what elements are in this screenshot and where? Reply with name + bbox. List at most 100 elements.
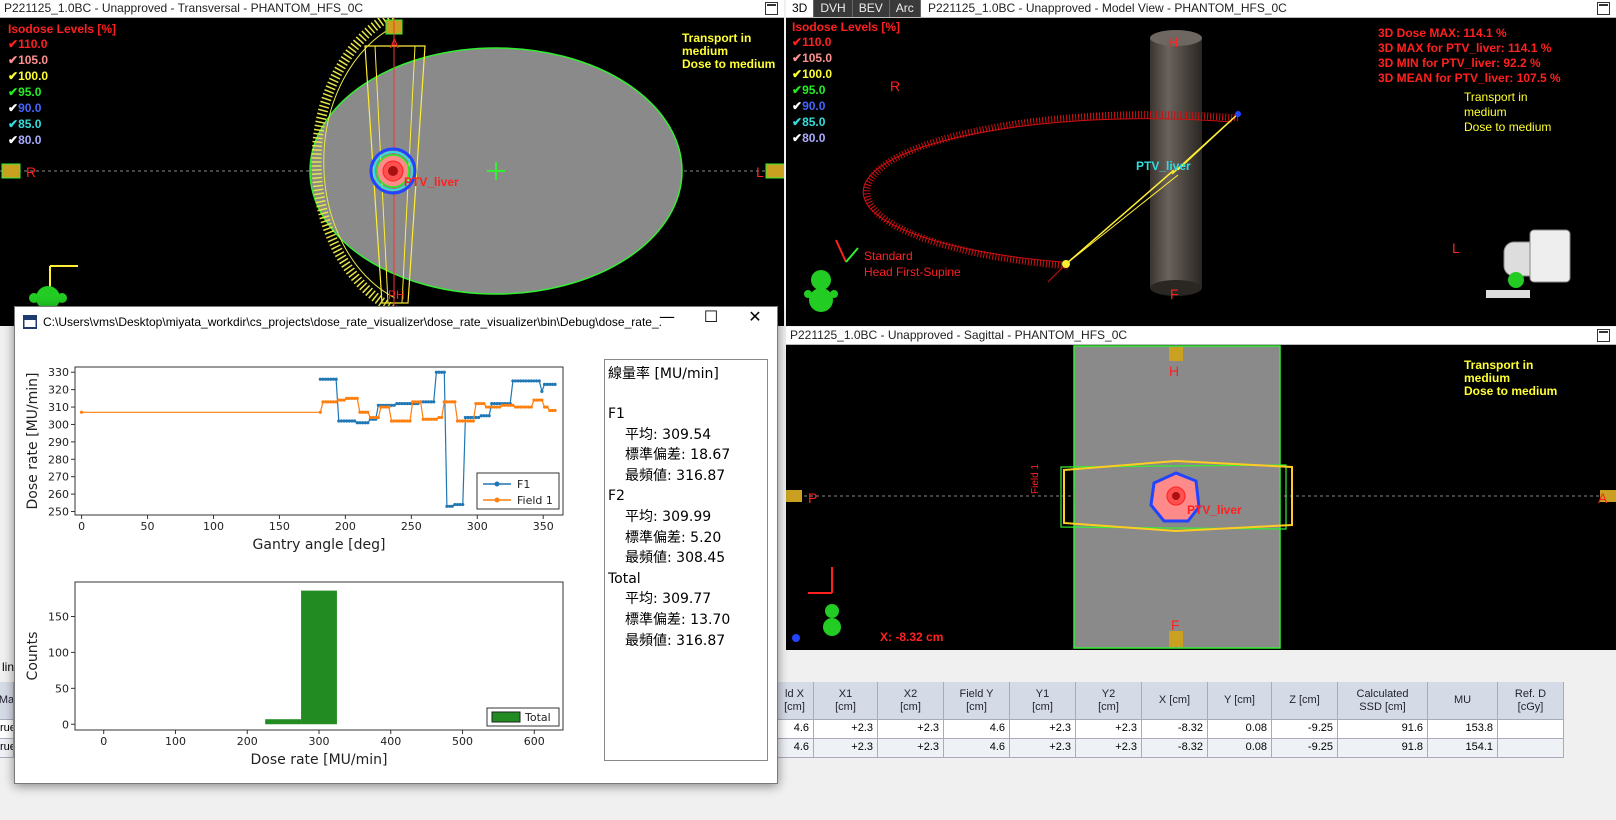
iso-level-item[interactable]: ✔ 90.0 [8, 100, 116, 116]
table-cell: 91.6 [1338, 720, 1428, 739]
checkmark-icon[interactable]: ✔ [8, 85, 19, 99]
data-point [321, 400, 325, 404]
table-cell: +2.3 [878, 739, 944, 758]
iso-level-label: 90.0 [802, 99, 826, 113]
checkmark-icon[interactable]: ✔ [8, 69, 19, 83]
legend-marker [494, 481, 500, 487]
window-titlebar[interactable]: C:\Users\vms\Desktop\miyata_workdir\cs_p… [15, 307, 777, 337]
label-anterior: A [390, 36, 399, 51]
maximize-icon[interactable] [765, 2, 778, 15]
checkmark-icon[interactable]: ✔ [792, 67, 803, 81]
model-view-titlebar: 3D DVH BEV Arc P221125_1.0BC - Unapprove… [786, 0, 1616, 18]
iso-level-item[interactable]: ✔ 110.0 [792, 34, 900, 50]
checkmark-icon[interactable]: ✔ [792, 115, 803, 129]
iso-level-label: 105.0 [802, 51, 833, 65]
stats-mean: 平均: 309.99 [625, 508, 712, 525]
maximize-button[interactable]: ☐ [703, 307, 719, 326]
iso-level-item[interactable]: ✔ 105.0 [792, 50, 900, 66]
table-cell: -8.32 [1142, 739, 1208, 758]
stats-mode: 最頻値: 316.87 [625, 632, 726, 649]
checkmark-icon[interactable]: ✔ [8, 53, 19, 67]
table-cell: 153.8 [1428, 720, 1498, 739]
iso-level-item[interactable]: ✔ 95.0 [792, 82, 900, 98]
stats-mode: 最頻値: 316.87 [625, 467, 726, 484]
stats-header: 線量率 [MU/min] [608, 366, 719, 382]
window-title: C:\Users\vms\Desktop\miyata_workdir\cs_p… [43, 315, 663, 329]
iso-level-item[interactable]: ✔ 80.0 [8, 132, 116, 148]
checkmark-icon[interactable]: ✔ [8, 117, 19, 131]
tab-3d[interactable]: 3D [786, 0, 815, 17]
table-cell: 4.6 [776, 720, 814, 739]
iso-level-item[interactable]: ✔ 95.0 [8, 84, 116, 100]
checkmark-icon[interactable]: ✔ [8, 133, 19, 147]
checkmark-icon[interactable]: ✔ [792, 51, 803, 65]
data-point [387, 405, 391, 409]
iso-level-item[interactable]: ✔ 85.0 [792, 114, 900, 130]
data-point [376, 415, 380, 420]
data-point [350, 396, 354, 400]
stats-std: 標準偏差: 18.67 [625, 447, 731, 464]
label-head: H [1169, 363, 1180, 379]
x-tick-label: 200 [237, 735, 258, 748]
model-view-title: P221125_1.0BC - Unapproved - Model View … [928, 1, 1287, 15]
iso-level-item[interactable]: ✔ 80.0 [792, 130, 900, 146]
data-point [368, 415, 373, 420]
sagittal-viewport[interactable]: P221125_1.0BC - Unapproved - Sagittal - … [786, 327, 1616, 650]
checkmark-icon[interactable]: ✔ [8, 37, 19, 51]
data-point [421, 400, 425, 404]
minimize-button[interactable]: — [659, 307, 675, 326]
maximize-icon[interactable] [1597, 329, 1610, 342]
checkmark-icon[interactable]: ✔ [792, 131, 803, 145]
table-header: X [cm] [1142, 682, 1208, 720]
table-cell: 91.8 [1338, 739, 1428, 758]
iso-level-item[interactable]: ✔ 90.0 [792, 98, 900, 114]
table-header: Field Y [cm] [944, 682, 1010, 720]
iso-level-item[interactable]: ✔ 85.0 [8, 116, 116, 132]
data-point [403, 419, 407, 423]
iso-level-item[interactable]: ✔ 105.0 [8, 52, 116, 68]
model-view-viewport[interactable]: 3D DVH BEV Arc P221125_1.0BC - Unapprove… [786, 0, 1616, 326]
data-point [511, 403, 515, 407]
table-header: Y2 [cm] [1076, 682, 1142, 720]
y-axis-label: Dose rate [MU/min] [25, 373, 41, 510]
data-point [360, 421, 365, 425]
iso-level-item[interactable]: ✔ 110.0 [8, 36, 116, 52]
checkmark-icon[interactable]: ✔ [792, 83, 803, 97]
iso-level-label: 100.0 [18, 69, 49, 83]
iso-level-item[interactable]: ✔ 100.0 [8, 68, 116, 84]
table-header: X2 [cm] [878, 682, 944, 720]
iso-level-item[interactable]: ✔ 100.0 [792, 66, 900, 82]
label-anterior: A [1598, 490, 1608, 506]
transport-line: Dose to medium [1464, 120, 1552, 134]
close-button[interactable]: ✕ [748, 307, 762, 326]
checkmark-icon[interactable]: ✔ [8, 101, 19, 115]
transport-line: medium [1464, 371, 1511, 385]
data-point [355, 396, 359, 400]
data-point [395, 401, 399, 406]
model-view-canvas [804, 30, 1571, 312]
checkmark-icon[interactable]: ✔ [792, 35, 803, 49]
y-tick-label: 300 [48, 418, 69, 431]
transport-line: Transport in [1464, 358, 1534, 372]
data-point [476, 415, 481, 420]
data-point [495, 401, 499, 406]
label-feet: F [1171, 617, 1180, 633]
checkmark-icon[interactable]: ✔ [792, 99, 803, 113]
data-point [79, 410, 84, 414]
tab-arc[interactable]: Arc [889, 0, 921, 17]
data-point [392, 419, 396, 423]
x-axis-label: Dose rate [MU/min] [251, 752, 388, 768]
x-tick-label: 600 [524, 735, 545, 748]
maximize-icon[interactable] [1597, 2, 1610, 15]
tab-bev[interactable]: BEV [852, 0, 890, 17]
transversal-viewport[interactable]: P221125_1.0BC - Unapproved - Transversal… [0, 0, 784, 326]
coordinate-readout: X: -8.32 cm [880, 630, 944, 644]
table-header: Ref. D [cGy] [1498, 682, 1564, 720]
data-point [521, 379, 526, 383]
data-point [479, 414, 483, 418]
table-cell: +2.3 [1076, 720, 1142, 739]
iso-level-label: 110.0 [18, 37, 48, 51]
tab-dvh[interactable]: DVH [814, 0, 853, 17]
dose-rate-window[interactable]: C:\Users\vms\Desktop\miyata_workdir\cs_p… [14, 306, 778, 784]
data-point [440, 370, 444, 374]
